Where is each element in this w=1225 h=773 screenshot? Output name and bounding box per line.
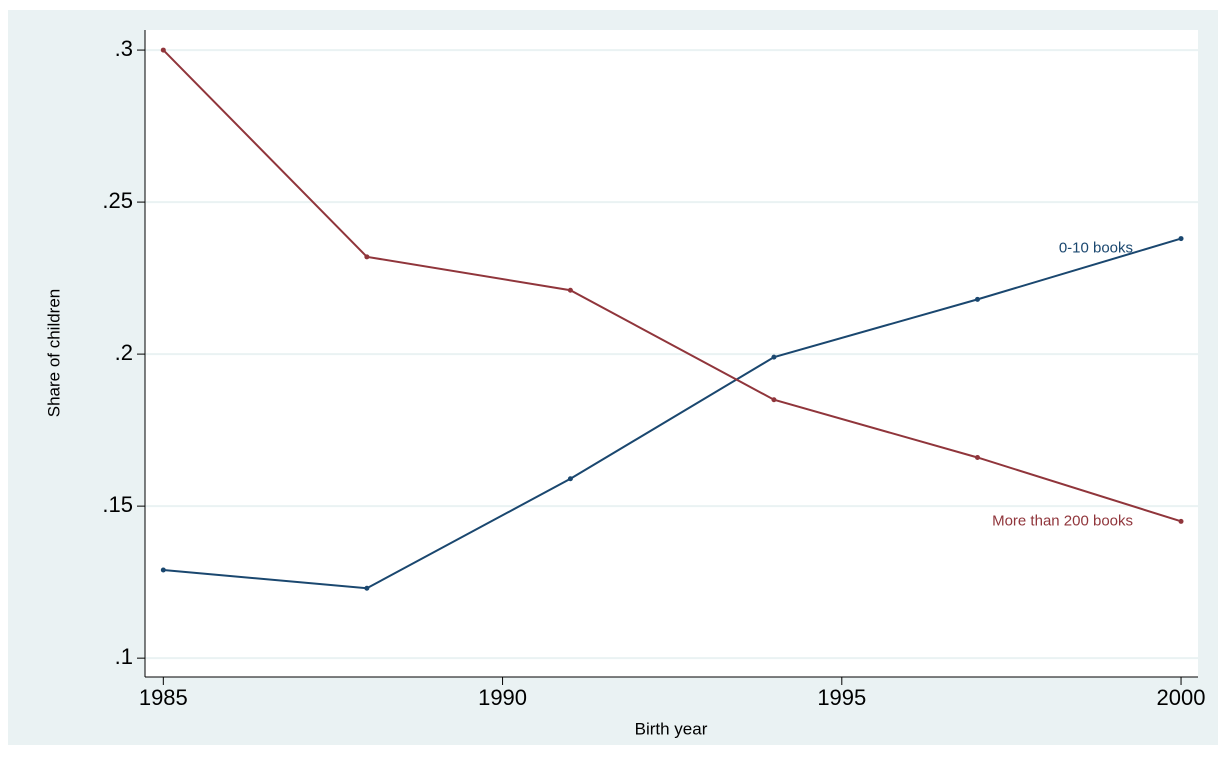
point: [1178, 518, 1184, 524]
point: [974, 454, 980, 460]
point: [160, 567, 166, 573]
y-tick-label: .2: [115, 340, 133, 365]
y-tick-label: .1: [115, 644, 133, 669]
series-label: 0-10 books: [1059, 240, 1133, 257]
point: [567, 476, 573, 482]
point: [1178, 236, 1184, 242]
point: [974, 296, 980, 302]
point: [771, 397, 777, 403]
x-tick-label: 1985: [139, 685, 188, 710]
x-tick-label: 1990: [478, 685, 527, 710]
y-tick-label: .3: [115, 36, 133, 61]
point: [160, 47, 166, 53]
series-line: [162, 49, 1182, 523]
series-label: More than 200 books: [992, 512, 1133, 529]
point: [567, 287, 573, 293]
y-tick-label: .25: [102, 188, 133, 213]
x-tick-label: 2000: [1157, 685, 1206, 710]
x-tick-label: 1995: [817, 685, 866, 710]
series-line: [163, 237, 1182, 590]
point: [771, 354, 777, 360]
y-axis-title: Share of children: [44, 289, 63, 418]
y-tick-label: .15: [102, 492, 133, 517]
point: [364, 585, 370, 591]
point: [364, 254, 370, 260]
x-axis-title: Birth year: [635, 719, 708, 738]
